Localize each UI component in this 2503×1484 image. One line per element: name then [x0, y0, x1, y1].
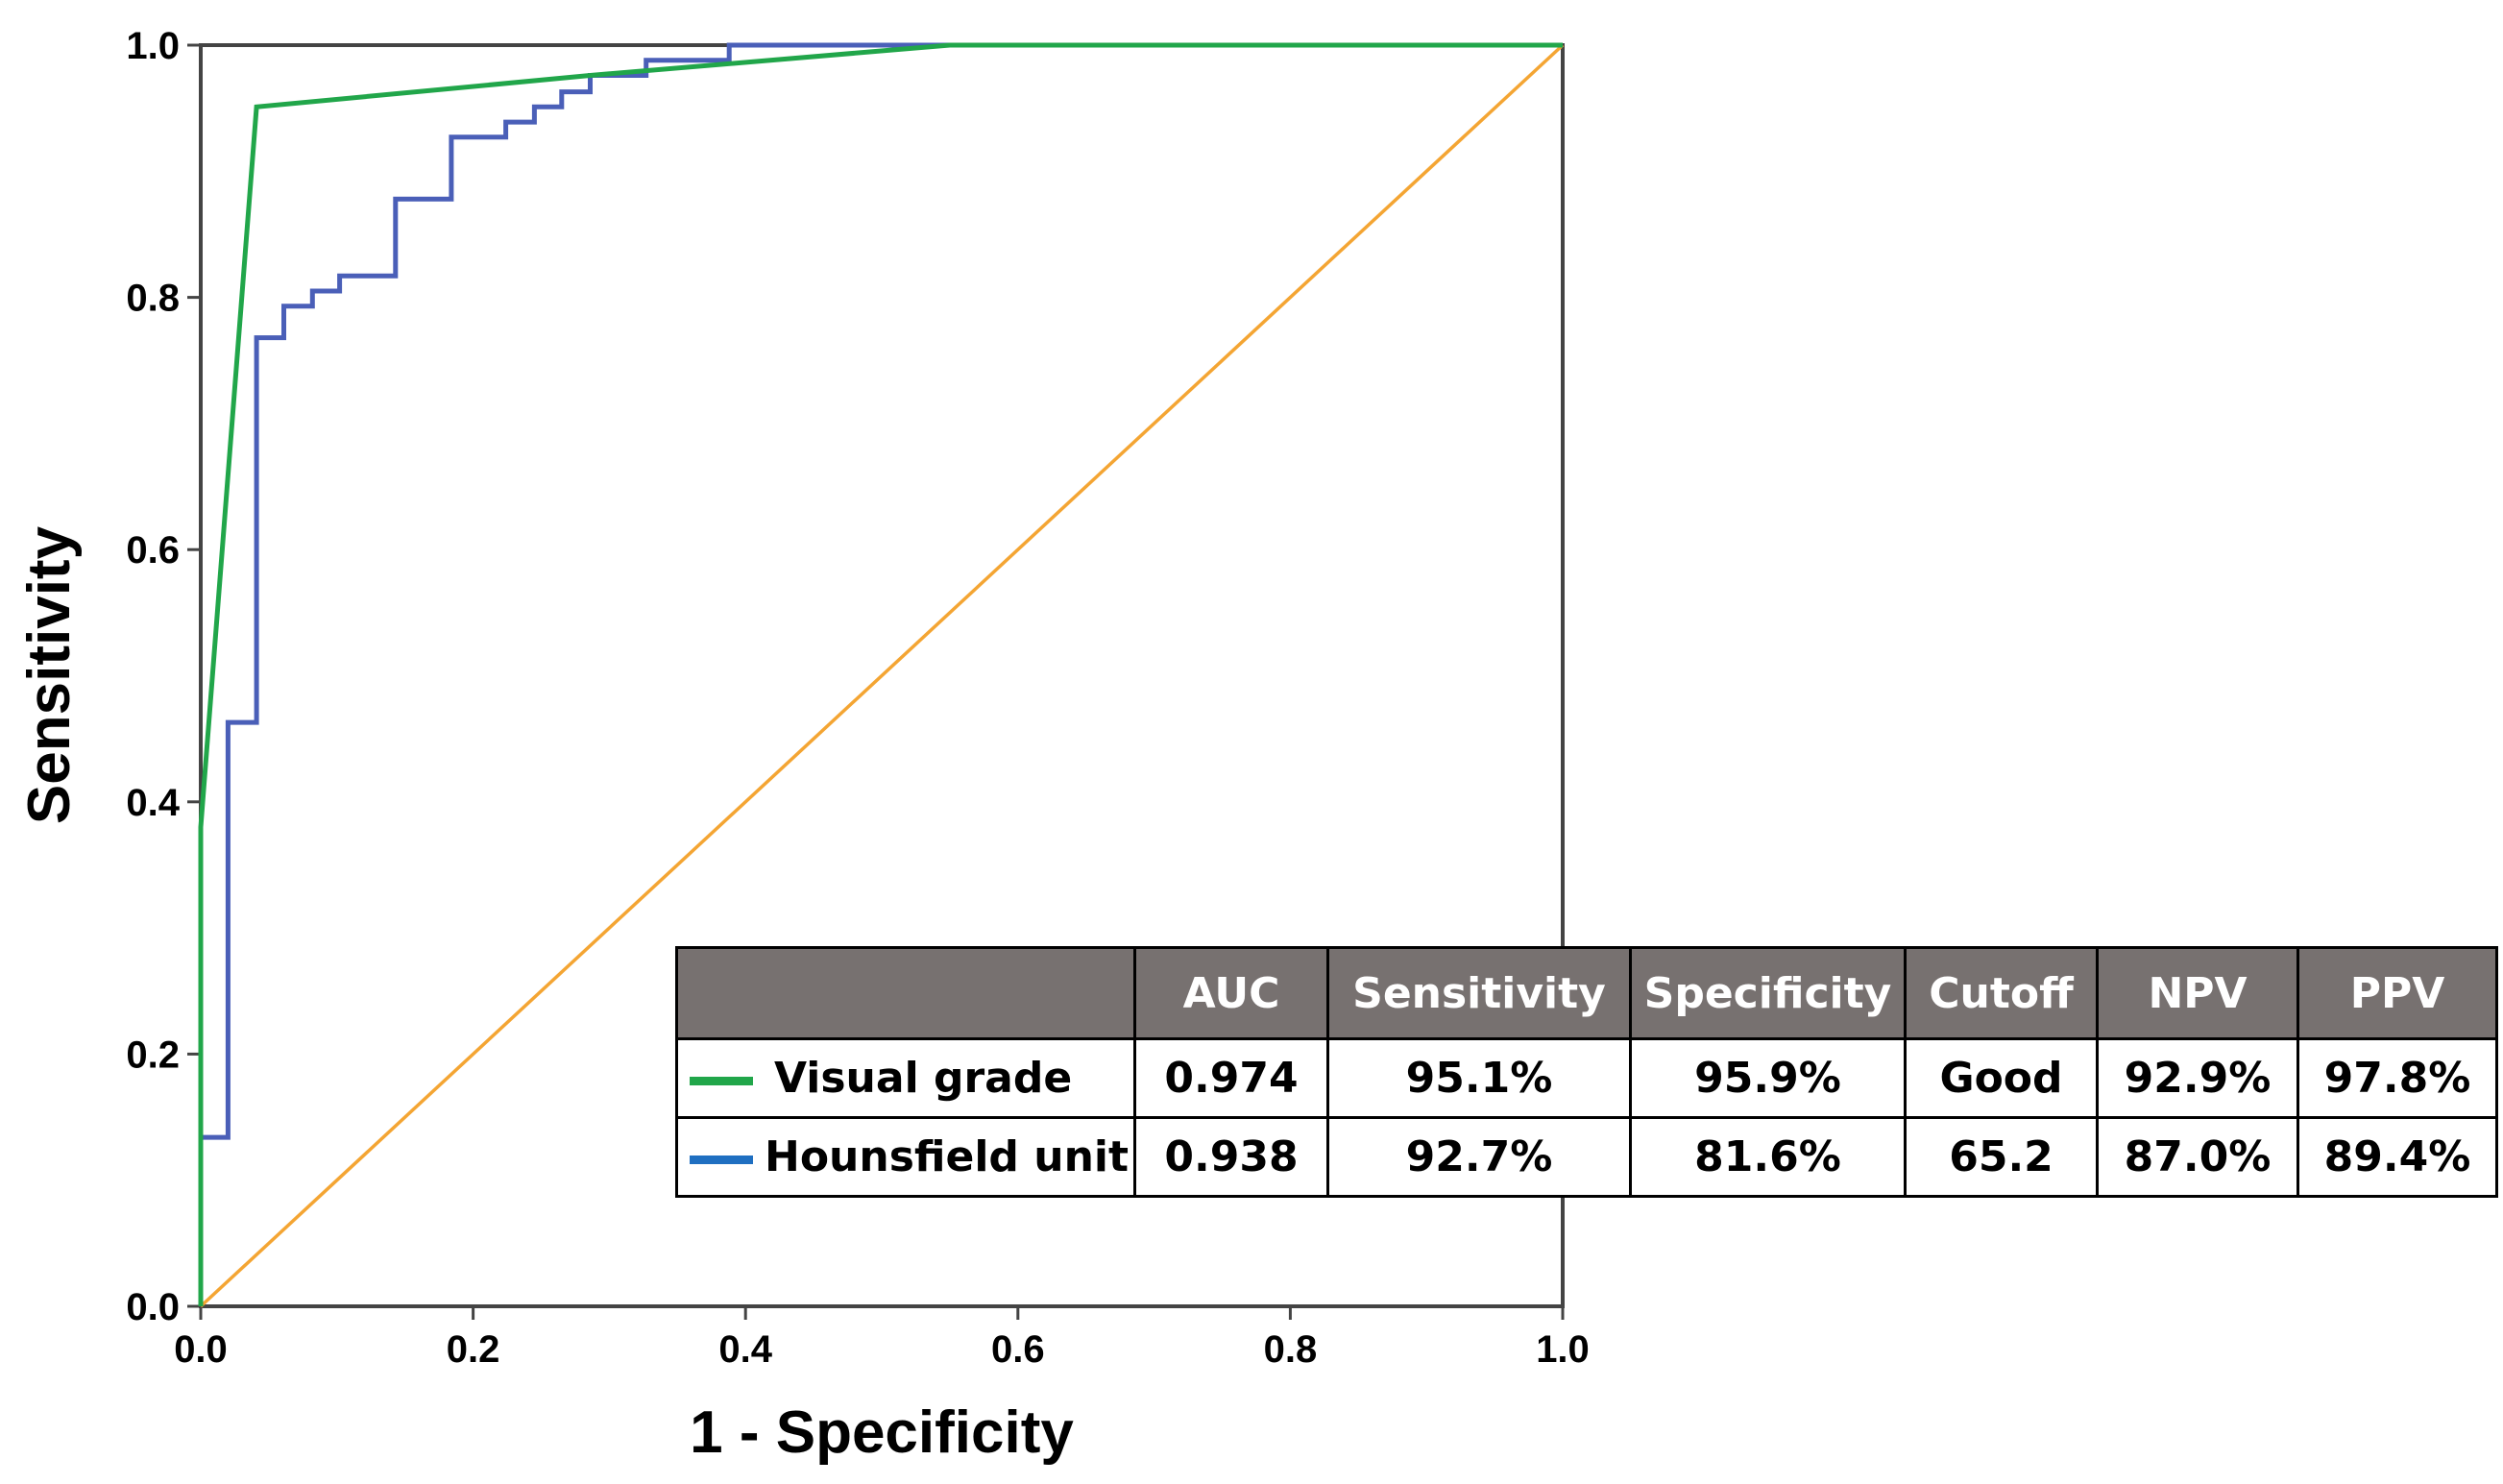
reference-line	[199, 43, 1565, 1308]
x-tick-label: 0.2	[447, 1328, 500, 1371]
y-tick-label: 0.8	[126, 278, 180, 320]
table-cell-ppv: 97.8%	[2296, 1037, 2498, 1119]
table-cell-sensitivity: 95.1%	[1326, 1037, 1632, 1119]
x-tick-label: 0.6	[991, 1328, 1045, 1371]
table-header-ppv: PPV	[2296, 946, 2498, 1040]
table-header-auc: AUC	[1133, 946, 1329, 1040]
legend-swatch-visual-grade	[690, 1076, 753, 1085]
x-tick-label: 0.0	[174, 1328, 228, 1371]
legend-swatch-hounsfield-unit	[690, 1155, 753, 1164]
y-tick-label: 1.0	[126, 25, 180, 67]
y-tick-label: 0.2	[126, 1034, 180, 1076]
table-cell-specificity: 81.6%	[1629, 1116, 1907, 1198]
table-header-row: AUC Sensitivity Specificity Cutoff NPV P…	[675, 946, 2498, 1040]
table-cell-auc: 0.938	[1133, 1116, 1329, 1198]
table-cell-npv: 92.9%	[2096, 1037, 2299, 1119]
table-header-blank	[675, 946, 1136, 1040]
x-tick-label: 1.0	[1536, 1328, 1590, 1371]
table-header-cutoff: Cutoff	[1904, 946, 2099, 1040]
y-tick-label: 0.0	[126, 1286, 180, 1328]
y-tick-label: 0.4	[126, 782, 180, 824]
table-cell-specificity: 95.9%	[1629, 1037, 1907, 1119]
table-header-specificity: Specificity	[1629, 946, 1907, 1040]
table-cell-cutoff: Good	[1904, 1037, 2099, 1119]
y-axis-title: Sensitivity	[16, 525, 83, 824]
series-layer	[198, 42, 1565, 1308]
table-row: Visual grade 0.974 95.1% 95.9% Good 92.9…	[675, 1037, 2498, 1119]
table-cell-cutoff: 65.2	[1904, 1116, 2099, 1198]
y-tick-label: 0.6	[126, 529, 180, 572]
stats-table: AUC Sensitivity Specificity Cutoff NPV P…	[675, 946, 2498, 1198]
table-header-npv: NPV	[2096, 946, 2299, 1040]
x-tick-label: 0.4	[718, 1328, 772, 1371]
series-label: Visual grade	[774, 1054, 1073, 1103]
series-label: Hounsfield unit	[765, 1132, 1130, 1181]
axis-ticks: 0.0 0.2 0.4 0.6 0.8 1.0 0.0 0.2 0.4 0.6 0.8 1.0	[126, 25, 1589, 1371]
table-cell-series: Visual grade	[675, 1037, 1136, 1119]
x-axis-title: 1 - Specificity	[690, 1399, 1074, 1466]
table-header-sensitivity: Sensitivity	[1326, 946, 1632, 1040]
table-cell-sensitivity: 92.7%	[1326, 1116, 1632, 1198]
table-cell-auc: 0.974	[1133, 1037, 1329, 1119]
table-cell-npv: 87.0%	[2096, 1116, 2299, 1198]
table-cell-series: Hounsfield unit	[675, 1116, 1136, 1198]
series-line-visual-grade	[198, 42, 1563, 1306]
table-row: Hounsfield unit 0.938 92.7% 81.6% 65.2 8…	[675, 1116, 2498, 1198]
table-cell-ppv: 89.4%	[2296, 1116, 2498, 1198]
x-tick-label: 0.8	[1264, 1328, 1318, 1371]
